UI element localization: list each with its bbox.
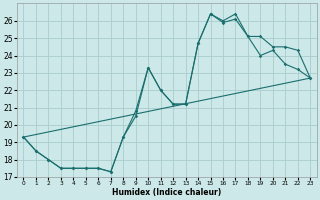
X-axis label: Humidex (Indice chaleur): Humidex (Indice chaleur)	[112, 188, 221, 197]
